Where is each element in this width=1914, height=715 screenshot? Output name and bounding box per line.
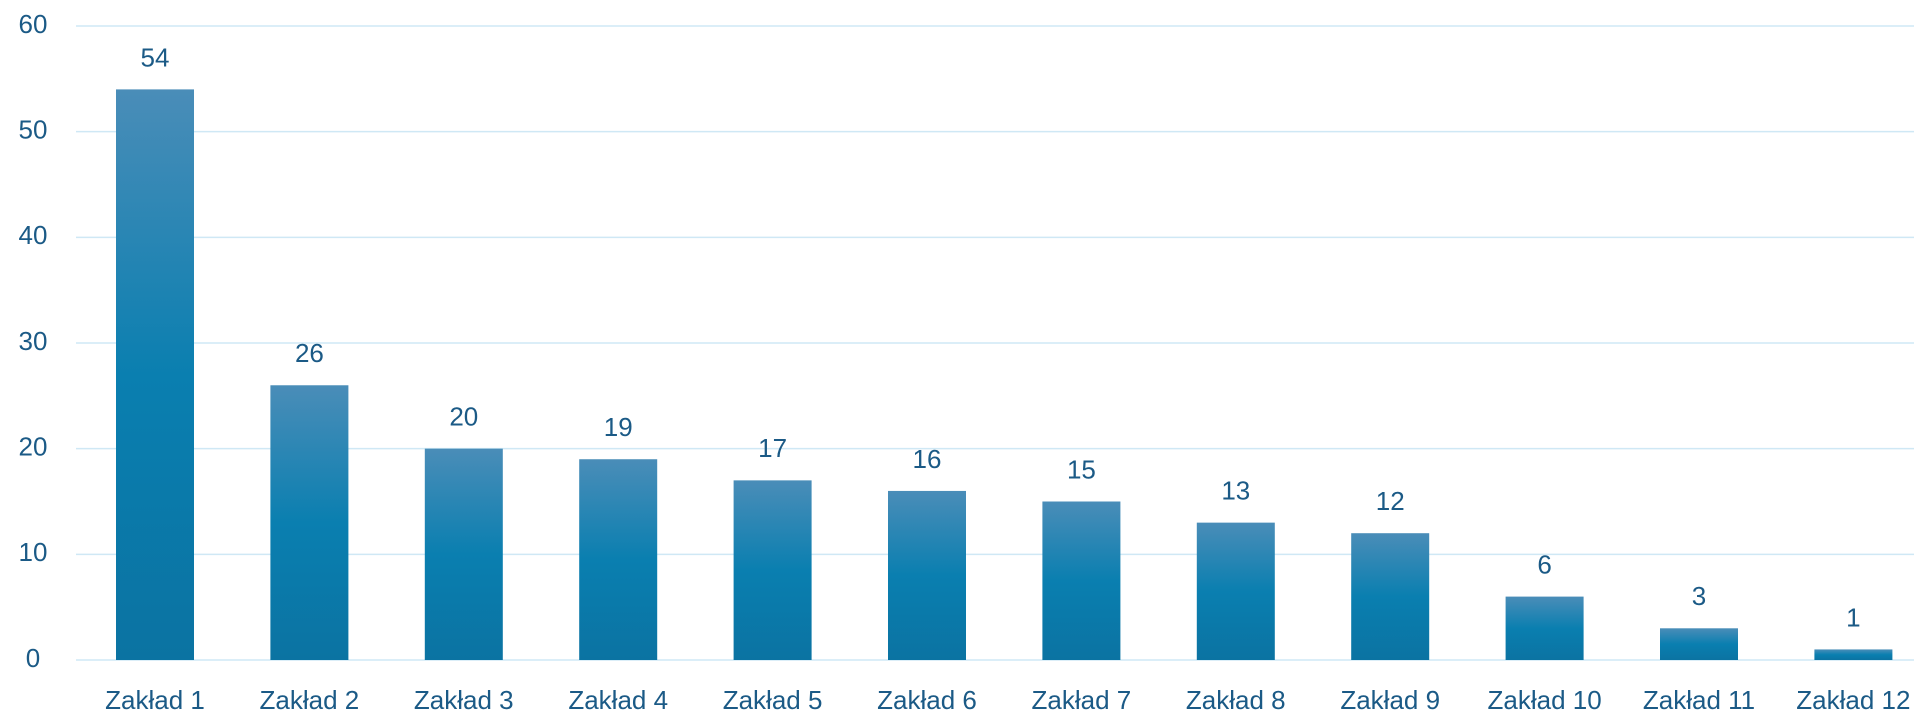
bar <box>116 89 194 660</box>
bar <box>1196 522 1275 660</box>
data-label: 13 <box>1221 476 1250 506</box>
data-label: 15 <box>1067 454 1096 484</box>
x-tick-label: Zakład 8 <box>1186 685 1286 715</box>
bar <box>1814 649 1893 660</box>
bar <box>1660 628 1738 660</box>
y-tick-label: 60 <box>19 9 48 39</box>
x-tick-label: Zakład 9 <box>1340 685 1440 715</box>
data-label: 19 <box>604 412 633 442</box>
y-tick-label: 20 <box>19 432 48 462</box>
x-tick-label: Zakład 10 <box>1488 685 1602 715</box>
x-tick-label: Zakład 7 <box>1032 685 1132 715</box>
x-tick-label: Zakład 2 <box>260 685 360 715</box>
data-label: 6 <box>1537 549 1551 579</box>
data-label: 12 <box>1376 486 1405 516</box>
x-tick-label: Zakład 3 <box>414 685 514 715</box>
bar <box>424 448 503 660</box>
y-tick-label: 0 <box>26 643 40 673</box>
y-tick-label: 10 <box>19 537 48 567</box>
bar <box>888 490 966 660</box>
x-tick-label: Zakład 4 <box>568 685 668 715</box>
y-tick-label: 50 <box>19 115 48 145</box>
x-tick-label: Zakład 1 <box>105 685 205 715</box>
data-label: 1 <box>1846 602 1860 632</box>
data-label: 3 <box>1692 581 1706 611</box>
bar <box>1505 596 1584 660</box>
data-label: 17 <box>758 433 787 463</box>
x-tick-label: Zakład 6 <box>877 685 977 715</box>
y-tick-label: 40 <box>19 220 48 250</box>
bar <box>1351 533 1430 660</box>
data-label: 20 <box>449 402 478 432</box>
data-label: 26 <box>295 338 324 368</box>
bar <box>579 459 658 660</box>
bar <box>733 480 812 660</box>
y-tick-label: 30 <box>19 326 48 356</box>
bar <box>270 385 349 660</box>
x-tick-label: Zakład 11 <box>1643 685 1755 715</box>
bar <box>1042 501 1121 660</box>
x-tick-label: Zakład 12 <box>1796 685 1910 715</box>
data-label: 16 <box>913 444 942 474</box>
x-tick-label: Zakład 5 <box>723 685 823 715</box>
data-label: 54 <box>141 42 170 72</box>
